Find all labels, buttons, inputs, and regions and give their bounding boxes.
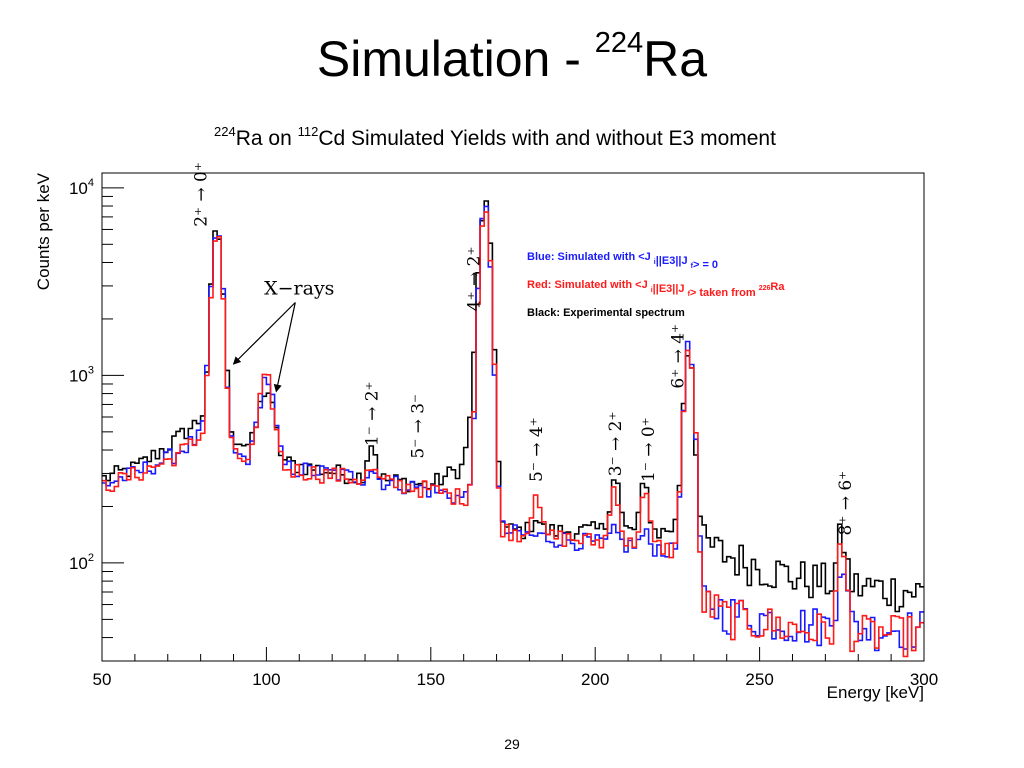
x-tick-label: 150 bbox=[417, 670, 445, 689]
y-tick-label: 102 bbox=[69, 552, 94, 573]
x-tick-label: 100 bbox=[252, 670, 280, 689]
transition-label: 2⁺ → 0⁺ bbox=[192, 162, 212, 227]
x-tick-label: 250 bbox=[745, 670, 773, 689]
axis-layer: 50 100 150 200 250 300 102 103 104 Energy [keV] Co… bbox=[34, 172, 938, 702]
xrays-label: X−rays bbox=[264, 277, 334, 299]
series-blue-line bbox=[102, 205, 924, 652]
chart-title-part: 112 bbox=[297, 124, 319, 139]
x-tick-label: 200 bbox=[581, 670, 609, 689]
legend-entry: Red: Simulated with <J i||E3||J f> taken f… bbox=[527, 279, 785, 299]
slide-title: Simulation - 224Ra bbox=[0, 27, 1024, 87]
x-tick-label: 50 bbox=[93, 670, 112, 689]
transition-label: 1⁻ → 0⁺ bbox=[639, 417, 659, 482]
slide-title-mass-number: 224 bbox=[594, 27, 644, 59]
annotation-layer: 2⁺ → 0⁺ 1⁻ → 2⁺ 5⁻ → 3⁻ 4⁺ → 2⁺ 5⁻ → 4⁺ 3⁻ → … bbox=[192, 162, 856, 536]
series-black-line bbox=[102, 200, 924, 613]
y-tick-label: 103 bbox=[69, 364, 94, 385]
xrays-arrow bbox=[232, 302, 296, 365]
chart-title-part: 224 bbox=[214, 124, 236, 139]
transition-label: 4⁺ → 2⁺ bbox=[465, 247, 485, 312]
chart-title-part: Cd Simulated Yields with and without E3 … bbox=[318, 127, 776, 150]
slide-title-text: Simulation - bbox=[316, 31, 595, 87]
transition-label: 8⁺ → 6⁺ bbox=[836, 471, 856, 536]
transition-label: 3⁻ → 2⁺ bbox=[606, 412, 626, 477]
plot-frame bbox=[101, 172, 925, 662]
transition-label: 5⁻ → 3⁻ bbox=[409, 394, 429, 459]
x-tick-label: 300 bbox=[910, 670, 938, 689]
legend-entry: Black: Experimental spectrum bbox=[527, 307, 685, 319]
y-tick-label: 104 bbox=[69, 177, 94, 198]
transition-label: 6⁺ → 4⁺ bbox=[668, 324, 688, 389]
series-red-line bbox=[102, 211, 924, 658]
legend: Blue: Simulated with <J i||E3||J f> = 0 Red… bbox=[527, 251, 785, 319]
xrays-arrow bbox=[273, 302, 296, 393]
chart-title: 224Ra on 112Cd Simulated Yields with and… bbox=[0, 124, 990, 151]
slide-title-element: Ra bbox=[643, 31, 708, 87]
chart-title-part: Ra on bbox=[235, 127, 298, 150]
page-number: 29 bbox=[504, 736, 520, 752]
transition-label: 5⁻ → 4⁺ bbox=[527, 417, 547, 482]
transition-label: 1⁻ → 2⁺ bbox=[363, 381, 383, 446]
legend-entry: Blue: Simulated with <J i||E3||J f> = 0 bbox=[527, 251, 718, 271]
y-axis-label: Counts per keV bbox=[34, 172, 53, 290]
series-layer bbox=[102, 200, 924, 658]
x-axis-label: Energy [keV] bbox=[827, 683, 924, 702]
